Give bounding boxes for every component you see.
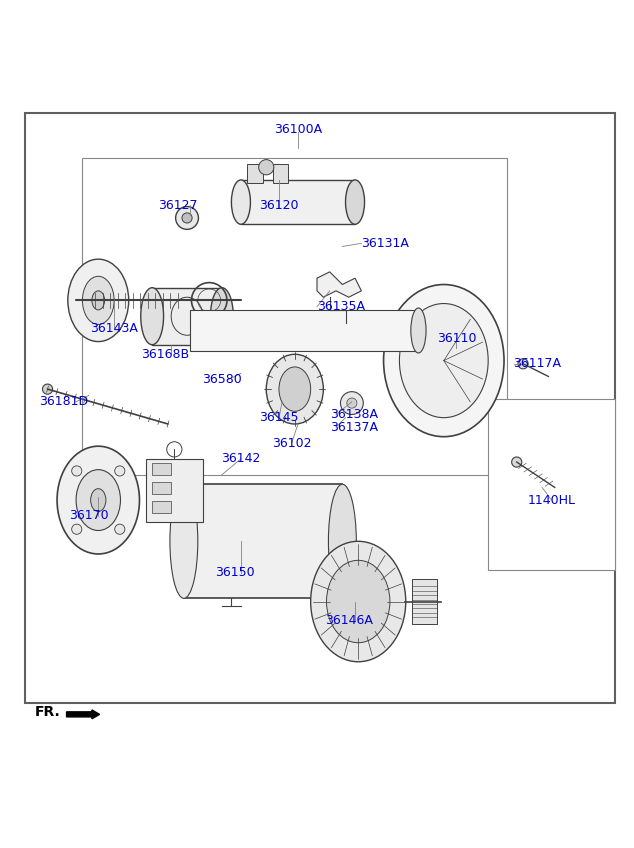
- Text: FR.: FR.: [35, 706, 61, 719]
- Bar: [412, 579, 437, 624]
- Ellipse shape: [266, 354, 323, 424]
- Ellipse shape: [328, 484, 356, 599]
- Ellipse shape: [141, 287, 164, 345]
- Bar: [190, 310, 418, 351]
- Ellipse shape: [68, 259, 129, 342]
- Bar: [488, 399, 615, 570]
- Bar: [184, 484, 342, 599]
- Text: 36127: 36127: [158, 198, 197, 212]
- Text: 36168B: 36168B: [141, 348, 189, 360]
- Ellipse shape: [384, 285, 504, 437]
- Text: 36135A: 36135A: [317, 300, 365, 313]
- Text: 36170: 36170: [69, 510, 108, 522]
- Text: 36142: 36142: [221, 452, 261, 466]
- Text: 36138A: 36138A: [330, 408, 378, 421]
- Bar: [152, 483, 171, 494]
- FancyArrow shape: [67, 710, 100, 719]
- Bar: [146, 459, 203, 522]
- Bar: [152, 287, 222, 345]
- Ellipse shape: [42, 384, 53, 394]
- Ellipse shape: [76, 470, 120, 531]
- Bar: [247, 164, 263, 183]
- Ellipse shape: [327, 561, 390, 643]
- Text: 36117A: 36117A: [514, 357, 562, 371]
- Ellipse shape: [346, 180, 365, 224]
- Ellipse shape: [259, 159, 274, 175]
- Text: 1140HL: 1140HL: [527, 494, 576, 506]
- Bar: [273, 164, 288, 183]
- Text: 36137A: 36137A: [330, 421, 378, 433]
- Text: 36131A: 36131A: [361, 237, 410, 250]
- Ellipse shape: [170, 484, 198, 599]
- Polygon shape: [317, 272, 361, 297]
- Ellipse shape: [57, 446, 139, 554]
- Ellipse shape: [91, 488, 106, 511]
- Bar: [152, 501, 171, 513]
- Bar: [82, 158, 507, 475]
- Bar: [152, 463, 171, 475]
- Ellipse shape: [92, 291, 105, 310]
- Ellipse shape: [399, 304, 488, 418]
- Ellipse shape: [518, 359, 528, 369]
- Bar: [241, 180, 355, 224]
- Ellipse shape: [347, 398, 357, 408]
- Ellipse shape: [115, 524, 125, 534]
- Ellipse shape: [311, 541, 406, 661]
- Ellipse shape: [82, 276, 114, 325]
- Ellipse shape: [411, 308, 426, 353]
- Text: 36102: 36102: [272, 437, 311, 449]
- Ellipse shape: [210, 287, 233, 345]
- Text: 36145: 36145: [259, 411, 299, 424]
- Text: 36120: 36120: [259, 198, 299, 212]
- Ellipse shape: [115, 466, 125, 476]
- Ellipse shape: [340, 392, 363, 415]
- Ellipse shape: [512, 457, 522, 467]
- Ellipse shape: [72, 524, 82, 534]
- Text: 36100A: 36100A: [274, 123, 322, 136]
- Text: 36150: 36150: [215, 566, 254, 579]
- Text: 36146A: 36146A: [325, 614, 373, 627]
- Ellipse shape: [72, 466, 82, 476]
- Ellipse shape: [231, 180, 250, 224]
- Ellipse shape: [176, 207, 198, 229]
- Ellipse shape: [279, 367, 311, 411]
- Text: 36580: 36580: [202, 373, 242, 386]
- Text: 36181D: 36181D: [39, 395, 88, 408]
- Text: 36110: 36110: [437, 332, 476, 345]
- Text: 36143A: 36143A: [90, 322, 138, 336]
- Ellipse shape: [182, 213, 192, 223]
